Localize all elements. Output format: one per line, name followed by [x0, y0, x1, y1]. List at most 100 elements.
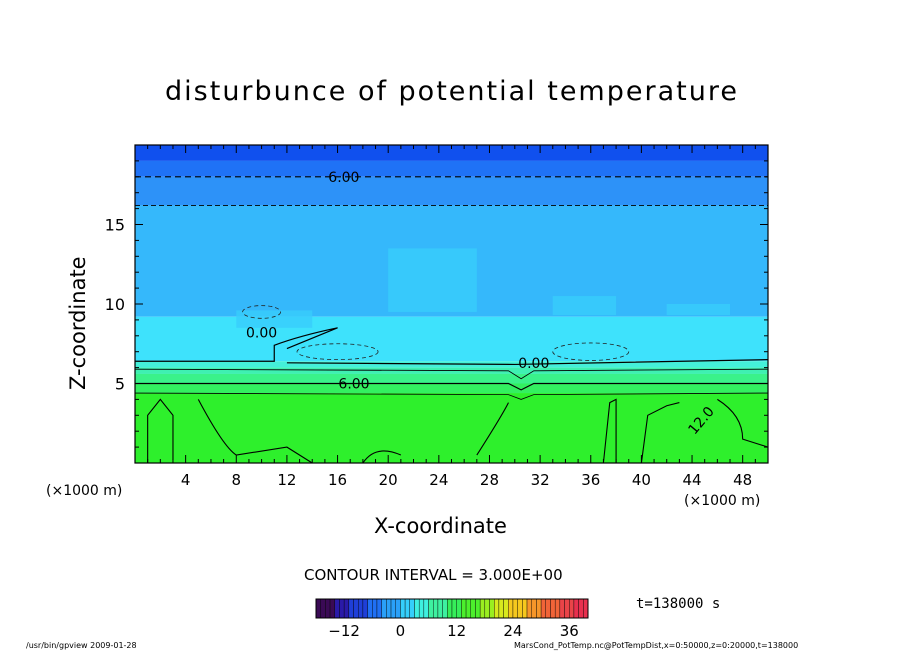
colorbar-cell	[376, 598, 382, 619]
contour-12	[717, 398, 769, 448]
x-tick-label: 28	[480, 471, 499, 489]
field-layer	[135, 383, 768, 394]
field-layer	[135, 373, 768, 384]
footer-right: MarsCond_PotTemp.nc@PotTempDist,x=0:5000…	[514, 641, 799, 650]
x-tick-label: 44	[682, 471, 701, 489]
x-tick-label: 12	[277, 471, 296, 489]
contour-6	[135, 382, 768, 391]
colorbar-cell	[329, 598, 335, 619]
x-tick-label: 48	[733, 471, 752, 489]
contour-label: 0.00	[246, 326, 277, 342]
contour-12	[476, 402, 509, 456]
colorbar-cell	[423, 598, 429, 619]
field-layer	[135, 393, 768, 463]
y-tick-label: 5	[115, 375, 125, 394]
contour-3	[134, 368, 769, 380]
colorbar-cell	[540, 598, 546, 619]
colorbar-cell	[475, 598, 481, 619]
contour-12	[147, 398, 174, 463]
colorbar-cell	[573, 598, 579, 619]
colorbar-tick-label: 0	[396, 622, 406, 640]
contour-12	[362, 450, 402, 464]
colorbar-cell	[334, 598, 340, 619]
contour-minus3-island	[296, 343, 379, 361]
colorbar-cell	[433, 598, 439, 619]
x-tick-label: 40	[632, 471, 651, 489]
chart-title: disturbunce of potential temperature	[165, 76, 739, 107]
field-layer	[135, 160, 768, 177]
colorbar-cell	[526, 598, 532, 619]
colorbar-cell	[498, 598, 504, 619]
y-axis-label: Z-coordinate	[66, 256, 90, 390]
colorbar-cell	[484, 598, 490, 619]
colorbar-cell	[564, 598, 570, 619]
colorbar-cell	[404, 598, 410, 619]
colorbar-tick-label: 12	[447, 622, 466, 640]
contour-interval-text: CONTOUR INTERVAL = 3.000E+00	[304, 566, 563, 584]
colorbar-cell	[550, 598, 556, 619]
colorbar-cell	[461, 598, 467, 619]
contour-minus3-island	[552, 342, 630, 361]
colorbar-cell	[395, 598, 401, 619]
colorbar-cell	[512, 598, 518, 619]
colorbar-cell	[372, 598, 378, 619]
contour-label: 6.00	[338, 377, 369, 393]
field-patch	[552, 296, 617, 316]
colorbar-frame	[315, 598, 589, 619]
colorbar-cell	[390, 598, 396, 619]
colorbar-cell	[569, 598, 575, 619]
colorbar: −12 0 12 24 36	[315, 598, 589, 640]
field-patch	[666, 304, 731, 316]
x-unit-left: (×1000 m)	[46, 483, 123, 499]
colorbar-cell	[479, 598, 486, 619]
colorbar-tick-label: 24	[503, 622, 522, 640]
field-patch	[388, 248, 477, 312]
colorbar-cell	[348, 598, 354, 619]
colorbar-cell	[536, 598, 542, 619]
colorbar-cell	[531, 598, 537, 619]
colorbar-cell	[320, 598, 326, 619]
contour-label: 0.00	[518, 356, 549, 372]
colorbar-cell	[315, 598, 321, 619]
colorbar-cell	[503, 598, 509, 619]
field-layer	[135, 316, 768, 362]
field-layer	[135, 176, 768, 206]
contour-12	[640, 402, 680, 464]
x-tick-label: 16	[328, 471, 347, 489]
colorbar-tick-label: −12	[328, 622, 360, 640]
contour-12	[602, 398, 617, 464]
x-axis-label: X-coordinate	[374, 514, 507, 538]
colorbar-cell	[583, 598, 589, 619]
colorbar-cell	[428, 598, 434, 619]
x-tick-label: 24	[429, 471, 448, 489]
colorbar-cell	[418, 598, 425, 619]
colorbar-cell	[554, 598, 561, 619]
colorbar-cell	[325, 598, 331, 619]
time-label: t=138000 s	[636, 596, 721, 612]
x-unit-right: (×1000 m)	[684, 493, 761, 509]
colorbar-cell	[367, 598, 373, 619]
colorbar-cell	[353, 598, 359, 619]
x-tick-label: 8	[232, 471, 242, 489]
plot-area	[135, 145, 768, 463]
colorbar-cell	[437, 598, 443, 619]
colorbar-cell	[414, 598, 420, 619]
colorbar-cell	[339, 598, 345, 619]
colorbar-cell	[494, 598, 500, 619]
contour-minus3-island	[242, 305, 281, 319]
colorbar-cell	[578, 598, 584, 619]
colorbar-cell	[465, 598, 471, 619]
field-patch	[236, 310, 313, 328]
colorbar-cell	[362, 598, 368, 619]
x-tick-label: 20	[379, 471, 398, 489]
field-layer	[135, 145, 768, 161]
colorbar-cell	[386, 598, 392, 619]
colorbar-cell	[508, 598, 514, 619]
x-tick-label: 32	[531, 471, 550, 489]
contour-zero	[135, 327, 769, 366]
colorbar-cell	[381, 598, 387, 619]
colorbar-cell	[343, 598, 350, 619]
